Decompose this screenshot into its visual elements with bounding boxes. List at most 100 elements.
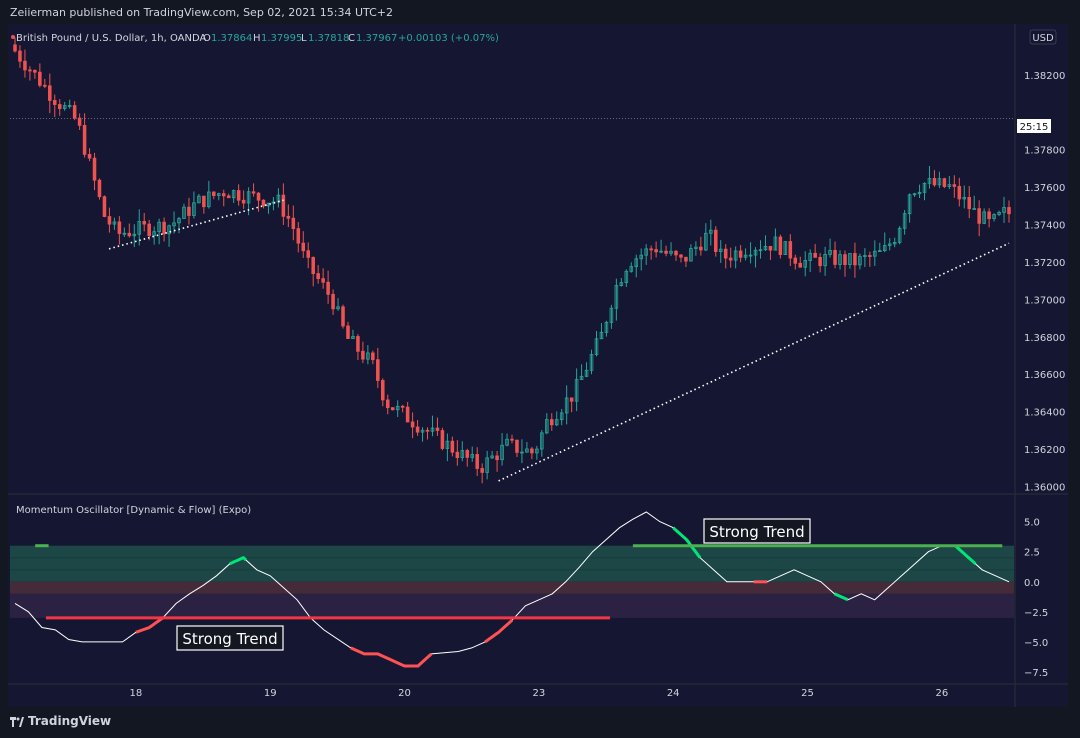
candle-body xyxy=(192,202,196,216)
annotation-text-upper: Strong Trend xyxy=(709,523,804,541)
candle-body xyxy=(604,321,609,333)
chart-svg[interactable]: 1.36000 1.36200 1.36400 1.36600 1.36800 1.370… xyxy=(8,24,1068,707)
candle-body xyxy=(863,255,867,257)
candle-body xyxy=(82,125,87,155)
candle-body xyxy=(87,153,92,159)
candle-body xyxy=(694,246,698,249)
candle-body xyxy=(52,100,57,105)
flow-down-segment xyxy=(350,646,433,668)
candle-body xyxy=(937,178,942,186)
candle-body xyxy=(897,227,902,243)
candle-body xyxy=(763,245,768,251)
candle-body xyxy=(167,225,171,235)
candle-body xyxy=(997,211,1001,215)
candle-body xyxy=(624,270,629,284)
candle-body xyxy=(117,221,122,234)
candle-body xyxy=(783,241,788,256)
candle-body xyxy=(525,448,529,453)
candle-body xyxy=(202,195,206,208)
price-tick-label: 1.37000 xyxy=(1024,295,1065,306)
candle-body xyxy=(599,331,604,340)
candle-body xyxy=(57,104,62,109)
candle-body xyxy=(137,221,142,235)
candle-body xyxy=(714,229,718,252)
candle-body xyxy=(634,258,639,267)
candle-body xyxy=(530,448,534,454)
candle-body xyxy=(500,444,504,461)
candle-body xyxy=(92,157,97,181)
oscillator-tick-label: 0.0 xyxy=(1024,578,1040,589)
candle-body xyxy=(395,405,400,411)
candle-body xyxy=(62,105,67,109)
candle-body xyxy=(376,359,380,381)
candle-body xyxy=(917,191,922,195)
candle-body xyxy=(629,266,634,272)
candle-body xyxy=(336,306,340,310)
candle-body xyxy=(838,254,842,265)
trendline xyxy=(498,242,1010,482)
candle-body xyxy=(723,248,728,259)
candle-body xyxy=(927,178,932,184)
annotation-box-upper[interactable] xyxy=(703,518,811,544)
candle-body xyxy=(833,250,837,265)
candle-body xyxy=(699,246,703,251)
candle-body xyxy=(743,254,748,258)
annotation-box-lower[interactable] xyxy=(176,625,284,651)
candle-body xyxy=(564,397,569,414)
candle-body xyxy=(187,206,191,216)
candle-body xyxy=(346,325,350,339)
countdown-badge xyxy=(1017,119,1051,133)
candle-body xyxy=(853,253,857,266)
candle-body xyxy=(510,438,514,441)
flow-down-segment xyxy=(484,619,514,644)
candle-body xyxy=(773,236,778,251)
legend-change: +0.00103 (+0.07%) xyxy=(398,33,499,44)
candle-body xyxy=(490,455,494,459)
indicator-title: Momentum Oscillator [Dynamic & Flow] (Ex… xyxy=(16,505,251,516)
candle-body xyxy=(584,369,589,377)
candle-body xyxy=(892,242,897,245)
currency-badge[interactable] xyxy=(1029,29,1057,45)
candle-body xyxy=(798,262,803,268)
candle-body xyxy=(977,208,981,224)
candle-body xyxy=(728,257,733,261)
candle-body xyxy=(311,257,315,275)
tradingview-logo-icon xyxy=(10,716,24,727)
candle-body xyxy=(207,191,211,208)
candle-body xyxy=(828,250,832,255)
candle-body xyxy=(445,440,450,449)
chart-canvas[interactable]: 1.36000 1.36200 1.36400 1.36600 1.36800 1.370… xyxy=(8,24,1068,707)
oscillator-zone xyxy=(10,545,1014,582)
candle-body xyxy=(231,190,236,199)
candle-body xyxy=(952,184,957,187)
candle-body xyxy=(659,250,663,253)
candle-body xyxy=(574,379,579,402)
candle-body xyxy=(962,197,967,200)
candle-body xyxy=(768,245,773,251)
candle-body xyxy=(460,450,465,459)
candle-body xyxy=(162,221,166,235)
candle-body xyxy=(569,397,574,402)
candle-body xyxy=(848,253,852,265)
oscillator-zone xyxy=(10,593,1014,618)
candle-body xyxy=(385,399,390,409)
candle-body xyxy=(182,206,186,219)
candle-body xyxy=(470,454,475,458)
candle-body xyxy=(122,232,127,235)
candle-body xyxy=(410,421,415,428)
candle-body xyxy=(649,248,653,251)
candle-body xyxy=(644,248,648,256)
candle-body xyxy=(356,336,360,352)
candle-body xyxy=(296,228,301,244)
candle-body xyxy=(709,229,713,234)
candle-body xyxy=(321,278,325,283)
candle-body xyxy=(843,254,847,265)
candle-body xyxy=(147,223,151,236)
price-tick-label: 1.36600 xyxy=(1024,370,1065,381)
tradingview-brand[interactable]: TradingView xyxy=(10,714,111,728)
legend-open-value: 1.37864 xyxy=(211,33,252,44)
price-tick-label: 1.36000 xyxy=(1024,483,1065,494)
candle-body xyxy=(425,429,430,432)
candle-body xyxy=(674,250,678,256)
candle-body xyxy=(679,254,683,258)
